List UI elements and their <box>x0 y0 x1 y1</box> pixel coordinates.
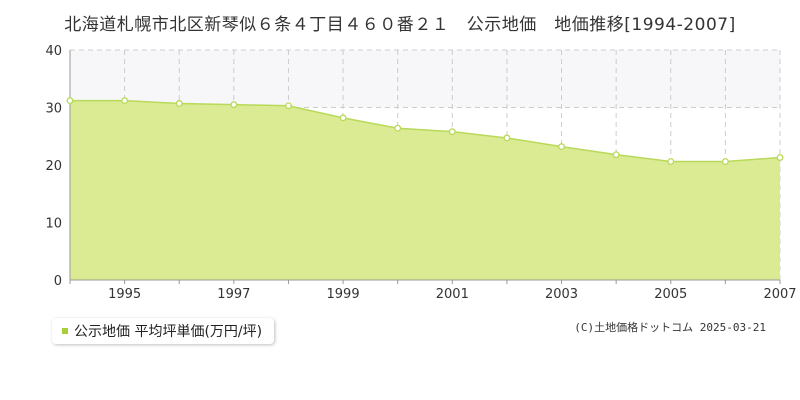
data-point <box>339 114 347 122</box>
data-point <box>66 97 74 105</box>
label-layer: 0 10 20 30 40 1995 1997 1999 2001 2003 2005 2007 <box>45 44 796 302</box>
point-layer <box>66 97 784 165</box>
y-tick-label: 0 <box>54 274 62 289</box>
data-point <box>558 143 565 151</box>
legend: 公示地価 平均坪単価(万円/坪) <box>52 318 275 344</box>
plot-band <box>70 50 780 108</box>
legend-swatch-icon <box>62 328 68 334</box>
x-tick-label: 2007 <box>763 287 796 302</box>
data-point <box>667 158 675 165</box>
data-point <box>175 100 183 107</box>
x-tick-label: 2001 <box>436 287 469 302</box>
x-tick-label: 1995 <box>108 287 141 302</box>
data-point <box>285 102 292 110</box>
data-point <box>448 128 456 136</box>
y-tick-label: 10 <box>45 217 62 232</box>
credit-text: (C)土地価格ドットコム 2025-03-21 <box>574 321 766 334</box>
y-tick-label: 20 <box>45 159 62 174</box>
data-point <box>776 154 784 161</box>
data-point <box>503 134 511 142</box>
data-point <box>230 101 238 109</box>
axis-layer <box>69 50 781 284</box>
x-tick-label: 1997 <box>217 287 250 302</box>
data-point <box>121 97 129 105</box>
series-line <box>70 99 781 163</box>
area-layer <box>70 99 781 280</box>
series-area <box>70 100 780 280</box>
y-tick-label: 30 <box>45 102 62 117</box>
x-tick-label: 2005 <box>654 287 687 302</box>
x-tick-label: 2003 <box>545 287 578 302</box>
data-point <box>721 158 729 165</box>
legend-label: 公示地価 平均坪単価(万円/坪) <box>74 324 263 340</box>
data-point <box>394 124 402 132</box>
chart-title: 北海道札幌市北区新琴似６条４丁目４６０番２１ 公示地価 地価推移[1994-20… <box>64 15 736 35</box>
x-tick-label: 1999 <box>327 287 360 302</box>
y-tick-label: 40 <box>45 44 62 59</box>
data-point <box>612 151 620 159</box>
